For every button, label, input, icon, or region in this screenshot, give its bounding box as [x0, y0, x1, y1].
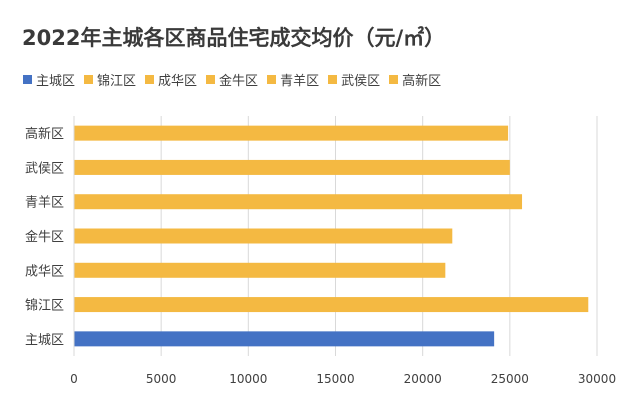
- legend-label: 武侯区: [341, 74, 381, 89]
- bar: [74, 194, 523, 210]
- y-category-label: 锦江区: [25, 299, 64, 314]
- bar: [74, 297, 589, 313]
- bar: [74, 125, 509, 141]
- legend-label: 青羊区: [280, 74, 320, 89]
- legend-label: 高新区: [402, 74, 442, 89]
- bar: [74, 159, 510, 175]
- legend-item: 成华区: [145, 70, 197, 89]
- legend-item: 武侯区: [328, 70, 380, 89]
- y-category-label: 武侯区: [25, 161, 64, 176]
- legend-label: 锦江区: [97, 74, 137, 89]
- legend-label: 主城区: [36, 74, 76, 89]
- legend-item: 高新区: [389, 70, 441, 89]
- bar: [74, 262, 446, 278]
- legend-swatch: [145, 75, 155, 84]
- y-category-label: 主城区: [25, 333, 64, 348]
- x-tick-label: 30000: [578, 372, 616, 386]
- chart-title: 2022年主城各区商品住宅成交均价（元/㎡）: [22, 26, 446, 50]
- bar: [74, 331, 495, 347]
- x-tick-label: 25000: [491, 372, 529, 386]
- legend-swatch: [23, 75, 32, 84]
- legend-item: 青羊区: [267, 70, 319, 89]
- y-category-label: 金牛区: [25, 229, 64, 245]
- legend-label: 成华区: [158, 74, 198, 89]
- y-category-label: 成华区: [25, 264, 64, 279]
- x-tick-label: 0: [70, 372, 78, 386]
- x-tick-label: 20000: [404, 372, 442, 386]
- legend-item: 金牛区: [206, 70, 258, 89]
- chart-legend: 主城区 锦江区 成华区 金牛区 青羊区 武侯区 高新区: [23, 70, 450, 89]
- legend-label: 金牛区: [219, 74, 259, 89]
- bar: [74, 228, 453, 244]
- legend-swatch: [267, 75, 277, 84]
- x-tick-label: 5000: [146, 372, 177, 386]
- x-tick-label: 15000: [316, 372, 354, 386]
- legend-swatch: [206, 75, 216, 84]
- legend-swatch: [84, 75, 94, 84]
- legend-item: 主城区: [23, 70, 75, 89]
- y-category-label: 高新区: [25, 126, 64, 142]
- y-category-label: 青羊区: [25, 195, 64, 211]
- legend-item: 锦江区: [84, 70, 136, 89]
- legend-swatch: [389, 75, 399, 84]
- legend-swatch: [328, 75, 338, 84]
- x-tick-label: 10000: [229, 372, 267, 386]
